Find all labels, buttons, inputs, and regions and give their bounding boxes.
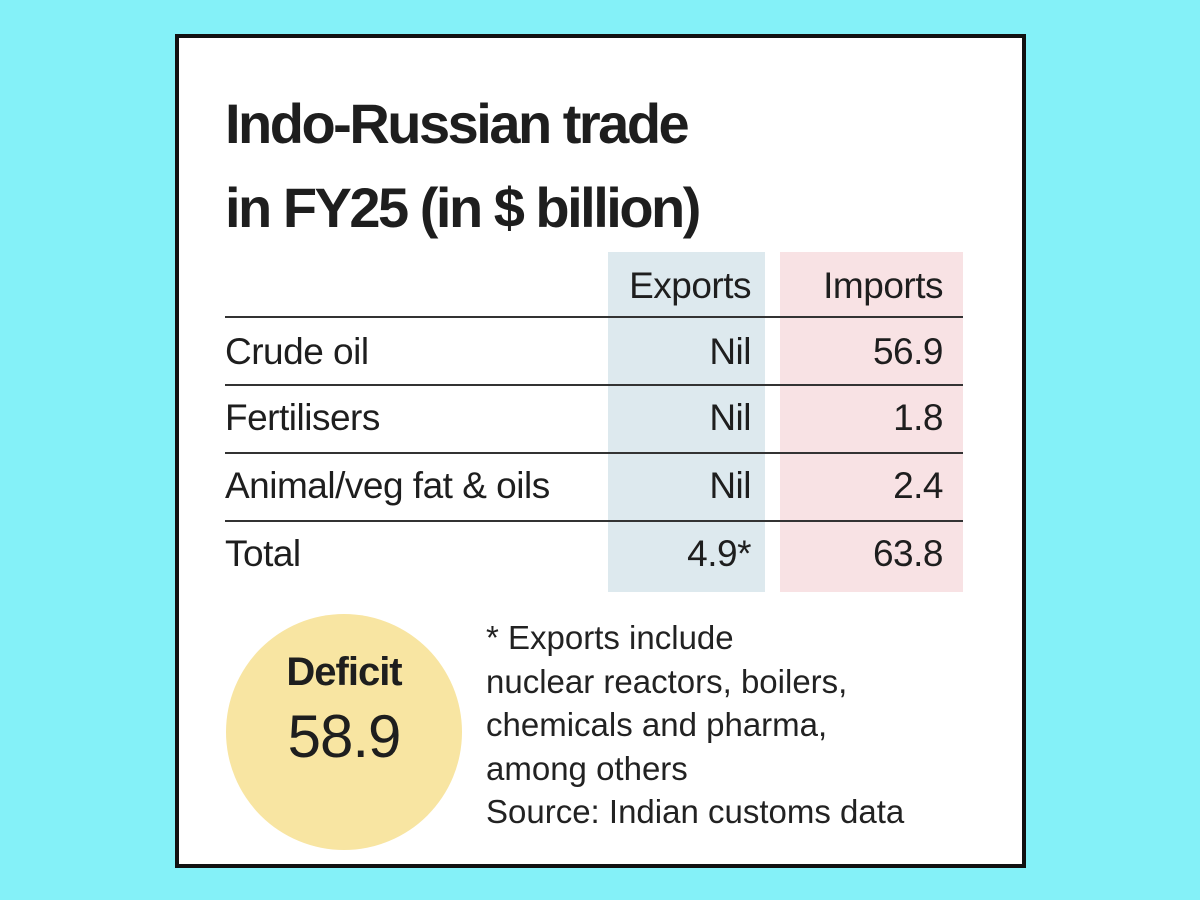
- row-label: Fertilisers: [225, 397, 380, 438]
- footnote-line: * Exports include: [486, 619, 734, 656]
- title-line: in FY25 (in $ billion): [225, 176, 701, 239]
- table-cell: Nil: [709, 465, 751, 506]
- deficit-badge: Deficit 58.9: [226, 614, 462, 850]
- exports-column: [608, 252, 765, 592]
- row-label: Animal/veg fat & oils: [225, 465, 550, 506]
- row-rule: [225, 520, 963, 522]
- row-rule: [225, 452, 963, 454]
- table-cell: 2.4: [893, 465, 943, 506]
- table-cell: 1.8: [893, 397, 943, 438]
- column-header: Exports: [629, 265, 751, 306]
- footnote-line: nuclear reactors, boilers,: [486, 662, 848, 700]
- footnote-line: among others: [486, 749, 688, 787]
- footnote-line: chemicals and pharma,: [486, 706, 828, 743]
- row-label: Total: [225, 533, 301, 574]
- table-cell: Nil: [709, 397, 751, 438]
- column-header: Imports: [823, 265, 943, 306]
- table-cell: 4.9*: [687, 533, 751, 574]
- row-rule: [225, 384, 963, 386]
- deficit-value: 58.9: [287, 703, 402, 770]
- deficit-label: Deficit: [286, 650, 402, 694]
- row-rule: [225, 316, 963, 318]
- infographic: Indo-Russian trade in FY25 (in $ billion…: [175, 34, 1026, 868]
- table-cell: 56.9: [872, 331, 944, 372]
- table-cell: Nil: [709, 331, 751, 372]
- source: Source: Indian customs data: [486, 793, 905, 830]
- row-label: Crude oil: [225, 331, 369, 372]
- table-cell: 63.8: [872, 533, 944, 574]
- imports-column: [780, 252, 963, 592]
- title-line: Indo-Russian trade: [225, 92, 690, 155]
